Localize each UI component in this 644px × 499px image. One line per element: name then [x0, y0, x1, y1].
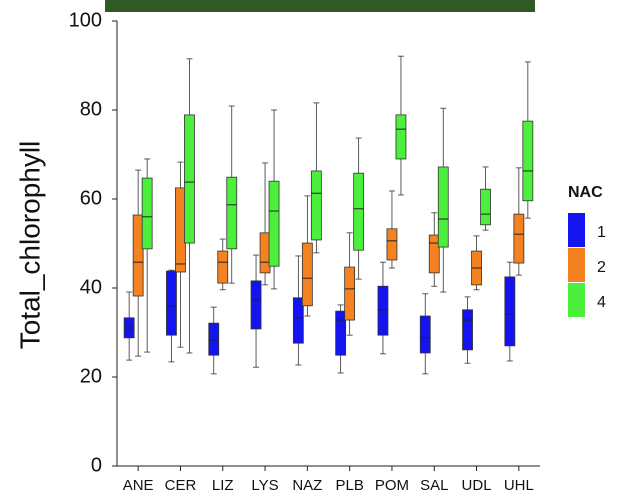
- box: [377, 285, 389, 336]
- legend-swatch: [568, 213, 585, 247]
- box: [141, 177, 153, 250]
- box: [226, 176, 238, 250]
- y-tick-label: 80: [80, 98, 102, 120]
- y-tick-label: 20: [80, 365, 102, 387]
- box: [504, 276, 516, 347]
- box: [259, 232, 271, 274]
- y-axis-label: Total_chlorophyll: [14, 141, 45, 350]
- x-tick-label: ANE: [123, 477, 154, 494]
- box: [208, 322, 220, 356]
- box: [217, 250, 229, 284]
- legend-label: 4: [597, 294, 606, 311]
- box: [310, 170, 322, 241]
- x-tick-label: CER: [165, 477, 197, 494]
- box: [386, 228, 398, 261]
- y-tick-label: 60: [80, 187, 102, 209]
- box: [353, 172, 365, 251]
- legend-swatch: [568, 283, 585, 317]
- box: [132, 214, 144, 297]
- legend-label: 2: [597, 259, 606, 276]
- box: [335, 310, 347, 356]
- box: [462, 309, 473, 351]
- box: [175, 187, 186, 273]
- photo-strip: [105, 0, 535, 12]
- box: [268, 180, 280, 267]
- x-tick-label: SAL: [420, 477, 448, 494]
- y-tick-label: 100: [69, 9, 102, 31]
- box: [250, 280, 262, 330]
- x-tick-label: PLB: [335, 477, 363, 494]
- legend-title: NAC: [568, 184, 603, 201]
- box: [480, 188, 491, 226]
- x-tick-label: UHL: [504, 477, 534, 494]
- x-tick-label: LIZ: [212, 477, 234, 494]
- box: [166, 270, 177, 336]
- box: [513, 213, 525, 264]
- box: [184, 114, 195, 244]
- box: [292, 297, 304, 344]
- x-tick-label: POM: [375, 477, 409, 494]
- legend-label: 1: [597, 224, 606, 241]
- x-tick-label: UDL: [462, 477, 492, 494]
- x-tick-label: LYS: [251, 477, 278, 494]
- box: [344, 266, 356, 321]
- box: [428, 234, 440, 274]
- box: [395, 114, 407, 160]
- box: [437, 166, 449, 248]
- legend-swatch: [568, 248, 585, 282]
- box: [301, 242, 313, 307]
- y-tick-label: 40: [80, 276, 102, 298]
- x-tick-label: NAZ: [292, 477, 322, 494]
- box: [522, 120, 534, 202]
- box: [419, 315, 431, 354]
- y-tick-label: 0: [91, 454, 102, 476]
